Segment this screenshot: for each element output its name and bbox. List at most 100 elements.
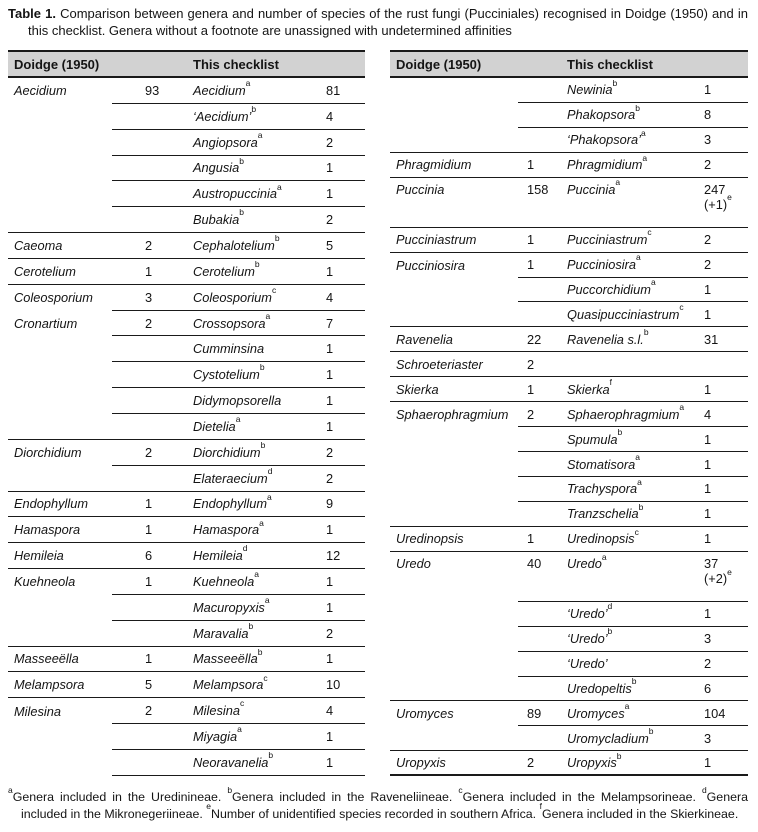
checklist-genus-cell-content: Tranzscheliab xyxy=(567,502,643,521)
checklist-genus-cell: Uredinopsisc xyxy=(563,527,700,552)
footnote-marker: a xyxy=(8,784,13,795)
footnote-marker: c xyxy=(634,526,639,537)
checklist-genus-cell: Endophylluma xyxy=(186,492,320,518)
footnote-marker: c xyxy=(458,784,463,795)
doidge-count-cell xyxy=(112,750,186,776)
footnote-text: Genera included in the Uredinineae. xyxy=(12,790,228,805)
doidge-genus-cell-content: Hemileia xyxy=(14,548,64,563)
checklist-genus-cell-content: Kuehneolaa xyxy=(193,570,259,589)
checklist-count-cell-content: 1 xyxy=(326,755,333,770)
species-count: 2 xyxy=(145,237,153,253)
checklist-genus-cell-content: Bubakiab xyxy=(193,208,244,227)
footnote-marker: a xyxy=(637,477,642,487)
doidge-genus-cell xyxy=(8,156,112,182)
doidge-genus-cell: Aecidium xyxy=(8,78,112,104)
doidge-genus-cell xyxy=(390,128,518,153)
genus-name: Cerotelium xyxy=(193,263,255,279)
species-count: 5 xyxy=(145,677,153,693)
checklist-genus-cell-content: ‘Phakopsora’a xyxy=(567,128,646,147)
species-count: 7 xyxy=(326,315,334,331)
doidge-count-cell-content: 3 xyxy=(145,290,152,305)
checklist-genus-cell: Trachysporaa xyxy=(563,477,700,502)
checklist-genus-cell: Crossopsoraa xyxy=(186,311,320,337)
doidge-genus-cell: Cronartium xyxy=(8,311,112,337)
genus-name: Angiopsora xyxy=(193,134,258,150)
checklist-count-cell-content: 1 xyxy=(704,82,711,97)
table-row: Angiopsoraa 2 xyxy=(8,130,365,156)
footnote-marker: c xyxy=(263,672,268,683)
checklist-genus-cell: Puccorchidiuma xyxy=(563,278,700,303)
species-count: 93 xyxy=(145,82,160,98)
doidge-genus-cell: Diorchidium xyxy=(8,440,112,466)
doidge-count-cell-content: 1 xyxy=(527,382,534,397)
footnote-marker: d xyxy=(607,601,613,612)
checklist-genus-cell: ‘Uredo’b xyxy=(563,627,700,652)
checklist-genus-cell: Coleosporiumc xyxy=(186,285,320,311)
checklist-count-cell: 31 xyxy=(700,327,748,353)
genus-name: Hamaspora xyxy=(14,522,81,538)
doidge-genus-cell xyxy=(8,750,112,776)
table-row: Quasipucciniastrumc 1 xyxy=(390,302,748,328)
species-count: 247 xyxy=(704,182,726,198)
species-count: 1 xyxy=(326,393,334,409)
genus-name: Hemileia xyxy=(14,548,64,564)
doidge-count-cell xyxy=(518,502,563,527)
footnote-marker: b xyxy=(638,501,644,512)
checklist-genus-cell: Spumulab xyxy=(563,427,700,453)
checklist-genus-cell: Ceroteliumb xyxy=(186,259,320,285)
checklist-count-cell: 1 xyxy=(700,477,748,502)
checklist-count-cell-content: 2 xyxy=(326,471,333,486)
genus-name: ‘Uredo’ xyxy=(567,631,608,647)
left-table: Doidge (1950) This checklist Aecidium 93 A… xyxy=(8,50,365,776)
checklist-genus-cell-content: Pucciniaa xyxy=(567,178,620,197)
species-count: 1 xyxy=(326,754,334,770)
footnote-marker: a xyxy=(265,310,271,321)
doidge-genus-cell-content: Masseeëlla xyxy=(14,651,79,666)
doidge-genus-cell: Endophyllum xyxy=(8,492,112,518)
footnote-marker: a xyxy=(615,177,621,188)
doidge-count-cell xyxy=(518,477,563,502)
checklist-count-cell-content: 6 xyxy=(704,681,711,696)
checklist-genus-cell: Phakopsorab xyxy=(563,103,700,128)
species-count: 1 xyxy=(326,522,334,538)
doidge-genus-cell xyxy=(390,677,518,702)
genus-name: Sphaerophragmium xyxy=(396,407,509,423)
doidge-genus-cell xyxy=(390,278,518,303)
checklist-count-cell-content: 1 xyxy=(326,729,333,744)
checklist-count-cell-content: 1 xyxy=(704,506,711,521)
table-row: Endophyllum 1 Endophylluma 9 xyxy=(8,492,365,518)
doidge-genus-cell-content: Hamaspora xyxy=(14,522,80,537)
doidge-genus-cell-content: Caeoma xyxy=(14,238,62,253)
doidge-count-cell xyxy=(518,78,563,103)
table-row: Cumminsina 1 xyxy=(8,336,365,363)
genus-name: Quasipucciniastrum xyxy=(567,306,680,322)
checklist-genus-cell: Diorchidiumb xyxy=(186,440,320,466)
doidge-genus-cell-content: Puccinia xyxy=(396,182,444,197)
checklist-genus-cell-content: Spumulab xyxy=(567,428,622,447)
doidge-count-cell xyxy=(518,103,563,128)
genus-name: Stomatisora xyxy=(567,456,636,472)
footnote-marker: c xyxy=(271,284,277,295)
table-row: Ravenelia 22 Ravenelia s.l.b 31 xyxy=(390,327,748,353)
table-row: ‘Uredo’d 1 xyxy=(390,602,748,627)
doidge-genus-cell: Sphaerophragmium xyxy=(390,402,518,427)
footnote-marker: b xyxy=(648,726,654,737)
doidge-genus-cell-content: Sphaerophragmium xyxy=(396,407,508,422)
checklist-count-cell-content: 12 xyxy=(326,548,340,563)
checklist-count-cell: 3 xyxy=(700,627,748,652)
genus-name: Endophyllum xyxy=(193,496,267,512)
doidge-genus-cell: Phragmidium xyxy=(390,153,518,178)
checklist-count-cell-content: 4 xyxy=(326,109,333,124)
checklist-count-cell: 1 xyxy=(320,724,365,750)
table-row: Cerotelium 1 Ceroteliumb 1 xyxy=(8,259,365,285)
checklist-count-cell: 1 xyxy=(320,388,365,414)
doidge-genus-cell xyxy=(8,181,112,207)
genus-name: Melampsora xyxy=(193,677,264,693)
genus-name: Diorchidium xyxy=(193,444,261,460)
checklist-count-cell-content: 31 xyxy=(704,332,718,347)
footnote-marker: a xyxy=(237,724,242,735)
doidge-genus-cell-content: Cronartium xyxy=(14,316,77,331)
footnote-marker: b xyxy=(251,104,257,114)
doidge-genus-cell: Masseeëlla xyxy=(8,647,112,673)
doidge-count-cell: 1 xyxy=(518,253,563,278)
